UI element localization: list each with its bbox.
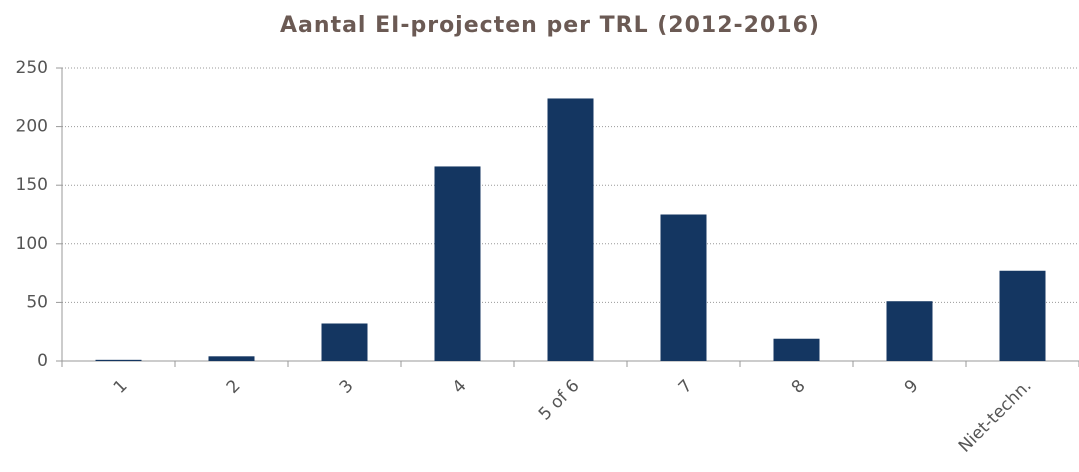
y-tick-label: 150 bbox=[16, 175, 48, 195]
x-tick-label: 8 bbox=[788, 376, 810, 398]
bar bbox=[999, 270, 1046, 361]
x-tick-label: 7 bbox=[675, 376, 697, 398]
y-tick-label: 250 bbox=[16, 58, 48, 78]
x-tick-label: 9 bbox=[901, 376, 923, 398]
x-tick-label: 3 bbox=[336, 376, 358, 398]
bar bbox=[321, 323, 368, 361]
y-tick-label: 50 bbox=[26, 292, 48, 312]
y-tick-label: 0 bbox=[37, 351, 48, 371]
bar bbox=[886, 301, 933, 361]
bar bbox=[95, 359, 142, 361]
bar bbox=[660, 214, 707, 361]
bar bbox=[773, 338, 820, 361]
chart-title: Aantal EI-projecten per TRL (2012-2016) bbox=[280, 13, 820, 38]
bar bbox=[434, 166, 481, 361]
y-tick-label: 100 bbox=[16, 234, 48, 254]
bar bbox=[547, 98, 594, 362]
x-tick-label: Niet-techn. bbox=[955, 376, 1036, 457]
x-tick-label: 1 bbox=[110, 376, 132, 398]
x-tick-label: 2 bbox=[223, 376, 245, 398]
x-tick-label: 5 of 6 bbox=[535, 376, 584, 425]
bar bbox=[208, 356, 255, 361]
y-tick-label: 200 bbox=[16, 117, 48, 137]
x-tick-label: 4 bbox=[449, 376, 471, 398]
